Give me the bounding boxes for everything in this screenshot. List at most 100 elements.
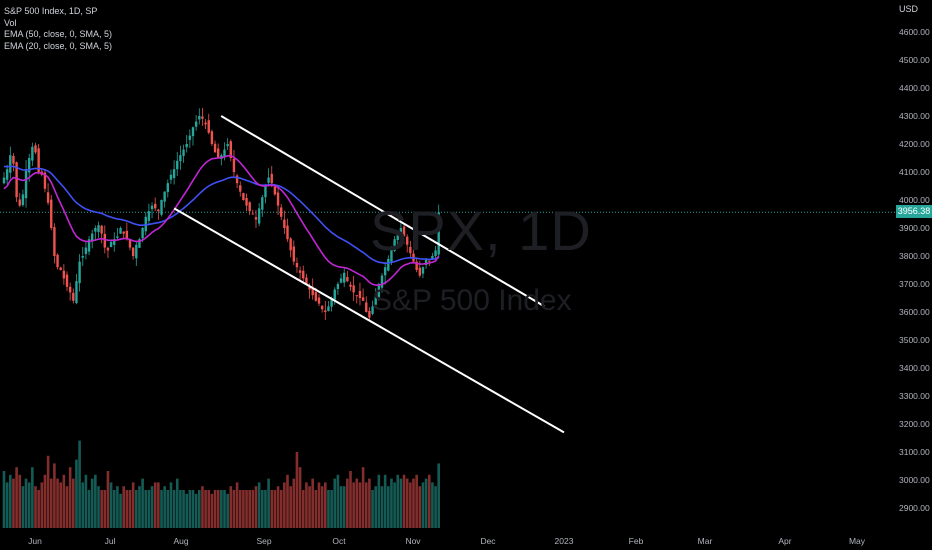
candle-body [125,230,129,240]
volume-bar [377,474,381,528]
volume-bar [172,490,176,528]
volume-bar [242,490,245,528]
volume-bar [37,490,40,528]
candle-body [43,172,47,189]
candle-body [128,239,132,248]
volume-bar [100,490,103,528]
volume-bar [194,493,198,528]
candle-body [9,155,12,173]
volume-bar [292,478,296,528]
candle-body [314,292,318,301]
candle-body [194,121,198,127]
volume-bar [368,478,371,528]
candle-body [188,135,192,140]
volume-bar [9,474,12,528]
volume-bar [311,478,314,528]
volume-bar [116,486,119,528]
candle-body [65,274,69,287]
volume-bar [119,493,122,528]
candle-body [242,193,245,200]
volume-bar [27,482,31,528]
candle-body [182,149,185,156]
candle-body [5,169,9,180]
candle-body [201,116,204,119]
volume-bar [339,486,343,528]
y-tick-label: 3800.00 [899,251,930,261]
volume-bar [248,490,251,528]
volume-bar [283,482,286,528]
legend-title[interactable]: S&P 500 Index, 1D, SP [4,6,98,16]
volume-bar [150,486,154,528]
candle-body [283,219,286,228]
volume-bar [387,486,390,528]
volume-bar [59,482,62,528]
volume-bar [257,482,261,528]
channel-lower-line[interactable] [173,207,565,434]
volume-bar [305,482,308,528]
candle-body [62,270,66,279]
volume-bar [261,490,264,528]
candle-body [198,116,201,120]
y-tick-label: 4100.00 [899,167,930,177]
candle-body [276,192,280,206]
candle-body [267,177,270,183]
volume-bar [434,486,437,528]
volume-bar [223,490,226,528]
candle-body [358,291,362,298]
candle-body [34,145,37,153]
volume-bar [185,493,188,528]
y-tick-label: 3200.00 [899,419,930,429]
volume-bar [402,474,406,528]
volume-bar [207,490,211,528]
volume-bar [182,490,185,528]
legend-ema50[interactable]: EMA (50, close, 0, SMA, 5) [4,29,113,39]
volume-bar [279,490,283,528]
y-tick-label: 3000.00 [899,475,930,485]
volume-bar [399,478,403,528]
volume-bar [90,478,94,528]
volume-bar [270,490,274,528]
legend-vol[interactable]: Vol [4,17,17,28]
volume-bar [87,490,91,528]
volume-bar [405,478,409,528]
volume-bar [157,482,160,528]
volume-bar [147,490,151,528]
x-tick-label: Sep [256,536,271,546]
volume-bar [204,490,207,528]
candle-body [21,194,25,206]
volume-bar [412,478,415,528]
volume-bar [390,478,393,528]
volume-bar [371,490,374,528]
candle-body [141,228,144,239]
candle-body [207,120,210,133]
candle-body [122,231,125,234]
volume-bar [125,490,129,528]
candle-body [387,258,390,271]
candle-body [138,239,141,248]
volume-bar [40,482,44,528]
volume-bar [210,493,214,528]
legend-ema20[interactable]: EMA (20, close, 0, SMA, 5) [4,40,113,51]
candle-body [213,143,217,153]
volume-bar [421,482,425,528]
candle-body [431,256,434,260]
volume-bar [153,482,157,528]
x-tick-label: Mar [698,536,713,546]
volume-bar [191,490,195,528]
volume-bar [106,471,110,528]
volume-bar [308,486,311,528]
volume-bar [122,486,125,528]
channel-upper-line[interactable] [220,115,545,308]
y-tick-label: 4400.00 [899,83,930,93]
candle-body [163,191,166,202]
x-tick-label: Nov [405,536,421,546]
volume-bar [201,486,204,528]
candle-body [264,186,267,198]
volume-bar [393,482,396,528]
candle-body [383,267,387,276]
candle-body [415,261,418,270]
y-tick-label: 3100.00 [899,447,930,457]
candle-body [418,267,421,276]
candle-body [191,127,195,137]
